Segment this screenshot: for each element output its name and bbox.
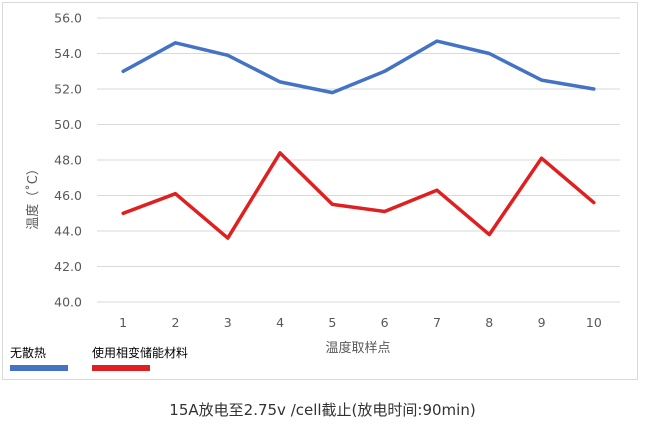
x-tick-label: 3 xyxy=(224,315,232,330)
line-chart: 40.0 42.0 44.0 46.0 48.0 50.0 52.0 54.0 56.0 1 2 3… xyxy=(10,11,620,371)
legend-label: 无散热 xyxy=(10,345,46,360)
legend-swatch xyxy=(92,365,150,371)
y-tick-label: 50.0 xyxy=(54,117,82,132)
x-axis-title: 温度取样点 xyxy=(325,340,390,356)
y-tick-label: 46.0 xyxy=(54,188,82,203)
legend: 无散热 使用相变储能材料 xyxy=(10,345,188,371)
x-tick-label: 10 xyxy=(586,315,602,330)
x-tick-label: 5 xyxy=(328,315,336,330)
series-line-2 xyxy=(121,151,596,240)
legend-label: 使用相变储能材料 xyxy=(92,345,188,360)
y-tick-label: 44.0 xyxy=(54,224,82,239)
series-lines xyxy=(121,39,596,240)
x-tick-label: 9 xyxy=(538,315,546,330)
series-line-1 xyxy=(121,39,596,95)
y-tick-labels: 40.0 42.0 44.0 46.0 48.0 50.0 52.0 54.0 56.0 xyxy=(54,11,82,310)
x-tick-label: 2 xyxy=(171,315,179,330)
y-tick-label: 52.0 xyxy=(54,82,82,97)
y-tick-label: 42.0 xyxy=(54,259,82,274)
y-tick-label: 54.0 xyxy=(54,46,82,61)
gridlines xyxy=(97,17,620,303)
legend-swatch xyxy=(10,365,68,371)
x-tick-label: 6 xyxy=(381,315,389,330)
y-tick-label: 40.0 xyxy=(54,295,82,310)
x-tick-label: 8 xyxy=(485,315,493,330)
y-tick-label: 48.0 xyxy=(54,153,82,168)
x-tick-labels: 1 2 3 4 5 6 7 8 9 10 xyxy=(119,315,602,330)
x-tick-label: 7 xyxy=(433,315,441,330)
figure-caption: 15A放电至2.75v /cell截止(放电时间:90min) xyxy=(169,401,476,419)
x-tick-label: 4 xyxy=(276,315,284,330)
y-tick-label: 56.0 xyxy=(54,11,82,26)
y-axis-title: 温度（˚C） xyxy=(25,162,41,230)
x-tick-label: 1 xyxy=(119,315,127,330)
